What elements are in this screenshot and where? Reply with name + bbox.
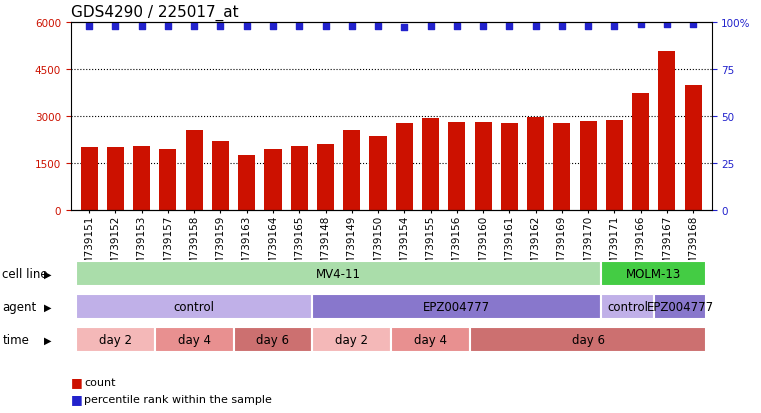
Point xyxy=(556,23,568,30)
Text: control: control xyxy=(174,300,215,313)
Bar xyxy=(553,124,571,211)
Point xyxy=(687,21,699,28)
FancyBboxPatch shape xyxy=(601,261,706,286)
Point xyxy=(477,23,489,30)
Point xyxy=(345,23,358,30)
Bar xyxy=(422,119,439,211)
FancyBboxPatch shape xyxy=(391,328,470,352)
FancyBboxPatch shape xyxy=(76,261,601,286)
FancyBboxPatch shape xyxy=(312,294,601,319)
Bar xyxy=(527,118,544,211)
Point xyxy=(372,23,384,30)
Bar xyxy=(238,156,255,211)
FancyBboxPatch shape xyxy=(76,294,312,319)
Point xyxy=(635,21,647,28)
Text: cell line: cell line xyxy=(2,267,48,280)
Text: agent: agent xyxy=(2,300,37,313)
Text: day 4: day 4 xyxy=(178,333,211,346)
Text: control: control xyxy=(607,300,648,313)
Point xyxy=(83,23,95,30)
Point xyxy=(293,23,305,30)
Bar xyxy=(107,148,124,211)
Text: day 2: day 2 xyxy=(336,333,368,346)
FancyBboxPatch shape xyxy=(470,328,706,352)
Bar xyxy=(370,137,387,211)
FancyBboxPatch shape xyxy=(654,294,706,319)
Point xyxy=(398,25,410,32)
Text: ▶: ▶ xyxy=(44,301,52,312)
Text: day 6: day 6 xyxy=(256,333,289,346)
Point xyxy=(661,21,673,28)
Text: ▶: ▶ xyxy=(44,268,52,279)
Text: count: count xyxy=(84,377,116,387)
Bar xyxy=(186,131,202,211)
Point xyxy=(215,23,227,30)
Point xyxy=(162,23,174,30)
Point xyxy=(135,23,148,30)
Point xyxy=(530,23,542,30)
Text: day 4: day 4 xyxy=(414,333,447,346)
Bar xyxy=(685,86,702,211)
Bar xyxy=(343,131,360,211)
Bar xyxy=(580,122,597,211)
Point xyxy=(240,23,253,30)
Bar xyxy=(501,124,518,211)
Point xyxy=(608,23,620,30)
Bar xyxy=(133,147,150,211)
Bar xyxy=(291,147,307,211)
Text: MOLM-13: MOLM-13 xyxy=(626,267,681,280)
Bar xyxy=(396,123,412,211)
Bar xyxy=(81,148,97,211)
Text: ▶: ▶ xyxy=(44,335,52,345)
FancyBboxPatch shape xyxy=(234,328,312,352)
Text: EPZ004777: EPZ004777 xyxy=(423,300,490,313)
Bar xyxy=(264,149,282,211)
Text: EPZ004777: EPZ004777 xyxy=(646,300,714,313)
Text: MV4-11: MV4-11 xyxy=(316,267,361,280)
Point xyxy=(503,23,515,30)
FancyBboxPatch shape xyxy=(601,294,654,319)
Bar xyxy=(606,121,623,211)
Text: ■: ■ xyxy=(71,392,82,405)
Text: GDS4290 / 225017_at: GDS4290 / 225017_at xyxy=(71,5,238,21)
Text: time: time xyxy=(2,333,29,346)
Point xyxy=(425,23,437,30)
Point xyxy=(188,23,200,30)
Text: percentile rank within the sample: percentile rank within the sample xyxy=(84,394,272,404)
Point xyxy=(320,23,332,30)
Bar xyxy=(212,142,229,211)
Point xyxy=(582,23,594,30)
Bar xyxy=(475,122,492,211)
Bar xyxy=(159,149,177,211)
FancyBboxPatch shape xyxy=(312,328,391,352)
Bar xyxy=(448,122,465,211)
Bar xyxy=(658,52,676,211)
Bar xyxy=(317,145,334,211)
Point xyxy=(267,23,279,30)
Point xyxy=(451,23,463,30)
FancyBboxPatch shape xyxy=(154,328,234,352)
Point xyxy=(110,23,122,30)
Text: ■: ■ xyxy=(71,375,82,389)
Bar xyxy=(632,94,649,211)
Text: day 2: day 2 xyxy=(99,333,132,346)
FancyBboxPatch shape xyxy=(76,328,154,352)
Text: day 6: day 6 xyxy=(572,333,604,346)
